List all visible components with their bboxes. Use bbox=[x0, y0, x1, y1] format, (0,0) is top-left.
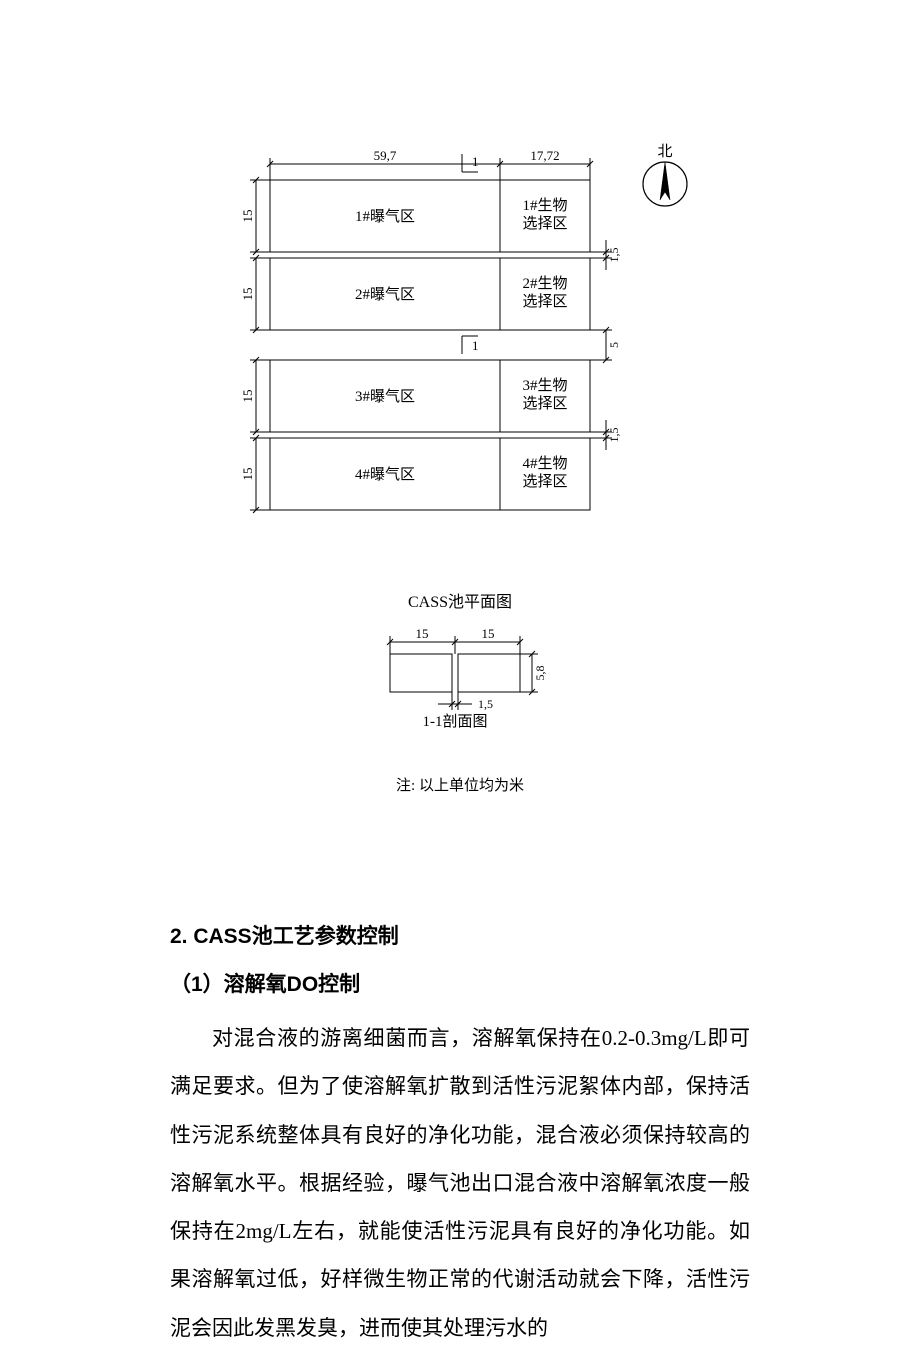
section-marker-bottom: 1 bbox=[472, 338, 479, 353]
sec-dim-tr: 15 bbox=[482, 626, 495, 641]
dim-h-4: 15 bbox=[240, 468, 255, 481]
figure-area: 59,7 17,72 1 1 bbox=[0, 140, 920, 795]
paragraph: 对混合液的游离细菌而言，溶解氧保持在0.2-0.3mg/L即可满足要求。但为了使… bbox=[170, 1014, 750, 1352]
cell-aeration-2: 2#曝气区 bbox=[355, 286, 415, 303]
compass-label: 北 bbox=[657, 143, 672, 160]
body-text: 2. CASS池工艺参数控制 （1）溶解氧DO控制 对混合液的游离细菌而言，溶解… bbox=[170, 920, 750, 1352]
dim-gap-1: 1,5 bbox=[607, 248, 621, 263]
compass-icon: 北 bbox=[643, 143, 687, 206]
cell-aeration-4: 4#曝气区 bbox=[355, 466, 415, 483]
cell-bio-3: 3#生物选择区 bbox=[522, 377, 567, 412]
plan-caption: CASS池平面图 bbox=[0, 588, 920, 612]
section-marker-top: 1 bbox=[472, 154, 479, 169]
dim-h-1: 15 bbox=[240, 210, 255, 223]
heading-3: （1）溶解氧DO控制 bbox=[170, 968, 750, 998]
sec-dim-r: 5,8 bbox=[533, 666, 547, 681]
dim-top-left: 59,7 bbox=[374, 148, 397, 163]
dim-gap-3: 1,5 bbox=[607, 428, 621, 443]
cell-aeration-3: 3#曝气区 bbox=[355, 388, 415, 405]
sec-dim-tl: 15 bbox=[416, 626, 429, 641]
cell-aeration-1: 1#曝气区 bbox=[355, 208, 415, 225]
figure-note: 注: 以上单位均为米 bbox=[0, 774, 920, 795]
sec-dim-b: 1,5 bbox=[478, 697, 493, 711]
cell-bio-2: 2#生物选择区 bbox=[522, 275, 567, 310]
dim-h-2: 15 bbox=[240, 288, 255, 301]
dim-top-right: 17,72 bbox=[530, 148, 559, 163]
section-caption: 1-1剖面图 bbox=[423, 713, 488, 730]
dim-gap-2: 5 bbox=[607, 342, 621, 348]
cell-bio-1: 1#生物选择区 bbox=[522, 197, 567, 232]
dim-h-3: 15 bbox=[240, 390, 255, 403]
cell-bio-4: 4#生物选择区 bbox=[522, 455, 567, 490]
heading-2: 2. CASS池工艺参数控制 bbox=[170, 920, 750, 950]
plan-diagram: 59,7 17,72 1 1 bbox=[220, 140, 700, 570]
section-diagram: 15 15 5,8 1,5 1-1剖面图 bbox=[350, 624, 570, 734]
